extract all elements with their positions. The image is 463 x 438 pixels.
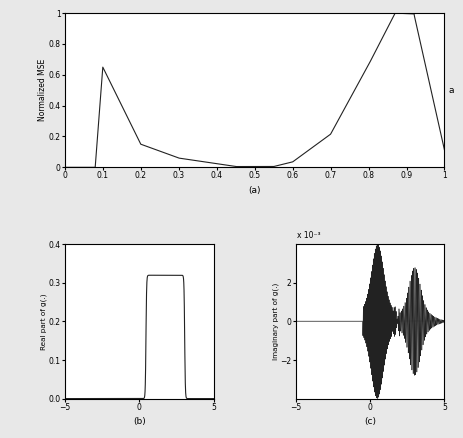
- Y-axis label: Real part of g(.): Real part of g(.): [41, 293, 47, 350]
- Y-axis label: Imaginary part of g(.): Imaginary part of g(.): [272, 283, 279, 360]
- Text: x 10⁻³: x 10⁻³: [297, 231, 321, 240]
- X-axis label: (b): (b): [133, 417, 146, 426]
- Text: a: a: [448, 86, 454, 95]
- X-axis label: (a): (a): [249, 186, 261, 195]
- Y-axis label: Normalized MSE: Normalized MSE: [38, 59, 47, 121]
- X-axis label: (c): (c): [364, 417, 376, 426]
